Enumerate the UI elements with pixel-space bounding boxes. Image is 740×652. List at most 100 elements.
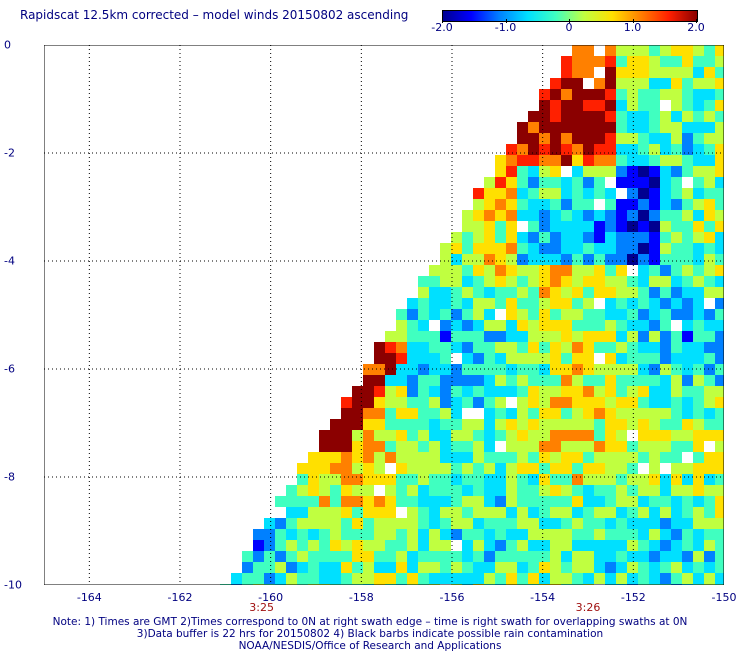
swath-cell [605,386,616,397]
swath-cell [693,518,704,529]
swath-cell [517,397,528,408]
swath-cell [440,276,451,287]
swath-cell [550,298,561,309]
swath-cell [517,529,528,540]
swath-cell [583,144,594,155]
swath-cell [363,485,374,496]
swath-cell [440,331,451,342]
swath-cell [319,496,330,507]
swath-cell [506,331,517,342]
swath-cell [418,287,429,298]
swath-cell [704,507,715,518]
swath-cell [484,496,495,507]
swath-cell [352,397,363,408]
swath-cell [572,265,583,276]
swath-cell [671,551,682,562]
swath-cell [429,408,440,419]
swath-cell [561,496,572,507]
swath-cell [715,100,724,111]
swath-cell [429,419,440,430]
swath-cell [561,562,572,573]
swath-cell [308,496,319,507]
swath-cell [286,573,297,584]
swath-cell [451,232,462,243]
swath-cell [671,452,682,463]
swath-cell [671,463,682,474]
swath-cell [616,452,627,463]
swath-cell [396,485,407,496]
swath-cell [506,287,517,298]
swath-cell [539,562,550,573]
swath-cell [704,331,715,342]
swath-cell [704,397,715,408]
note-line-2: 3)Data buffer is 22 hrs for 20150802 4) … [136,628,604,640]
swath-cell [517,243,528,254]
swath-cell [638,573,649,584]
swath-cell [495,529,506,540]
swath-cell [528,529,539,540]
swath-cell [572,232,583,243]
swath-cell [572,56,583,67]
swath-cell [594,232,605,243]
swath-cell [605,100,616,111]
swath-cell [495,155,506,166]
swath-cell [704,375,715,386]
swath-cell [253,529,264,540]
y-tick-label: -6 [4,362,15,376]
swath-cell [539,232,550,243]
swath-cell [704,342,715,353]
swath-cell [528,375,539,386]
swath-cell [660,364,671,375]
swath-cell [539,397,550,408]
swath-cell [385,419,396,430]
swath-cell [638,485,649,496]
swath-cell [407,518,418,529]
swath-cell [627,89,638,100]
swath-cell [407,419,418,430]
swath-cell [550,474,561,485]
swath-cell [583,397,594,408]
swath-cell [451,551,462,562]
swath-cell [572,221,583,232]
swath-cell [682,342,693,353]
swath-cell [539,122,550,133]
swath-cell [627,243,638,254]
swath-cell [660,298,671,309]
swath-cell [715,254,724,265]
swath-cell [561,507,572,518]
swath-cell [583,386,594,397]
swath-cell [693,287,704,298]
swath-cell [704,540,715,551]
swath-cell [451,342,462,353]
swath-cell [627,254,638,265]
swath-cell [583,221,594,232]
swath-cell [429,375,440,386]
swath-cell [440,485,451,496]
swath-cell [484,254,495,265]
swath-cell [495,188,506,199]
swath-cell [627,188,638,199]
swath-cell [583,496,594,507]
swath-cell [462,518,473,529]
x-tick-label: -160 [258,591,284,604]
swath-cell [484,177,495,188]
swath-cell [572,100,583,111]
swath-cell [572,562,583,573]
swath-cell [539,518,550,529]
swath-cell [517,210,528,221]
swath-cell [605,122,616,133]
swath-cell [462,254,473,265]
swath-cell [440,430,451,441]
swath-cell [473,254,484,265]
swath-cell [352,529,363,540]
swath-cell [693,430,704,441]
swath-cell [484,408,495,419]
swath-cell [550,419,561,430]
swath-cell [638,540,649,551]
swath-cell [341,529,352,540]
swath-cell [638,89,649,100]
swath-cell [495,430,506,441]
swath-cell [583,111,594,122]
swath-cell [649,232,660,243]
swath-cell [594,364,605,375]
